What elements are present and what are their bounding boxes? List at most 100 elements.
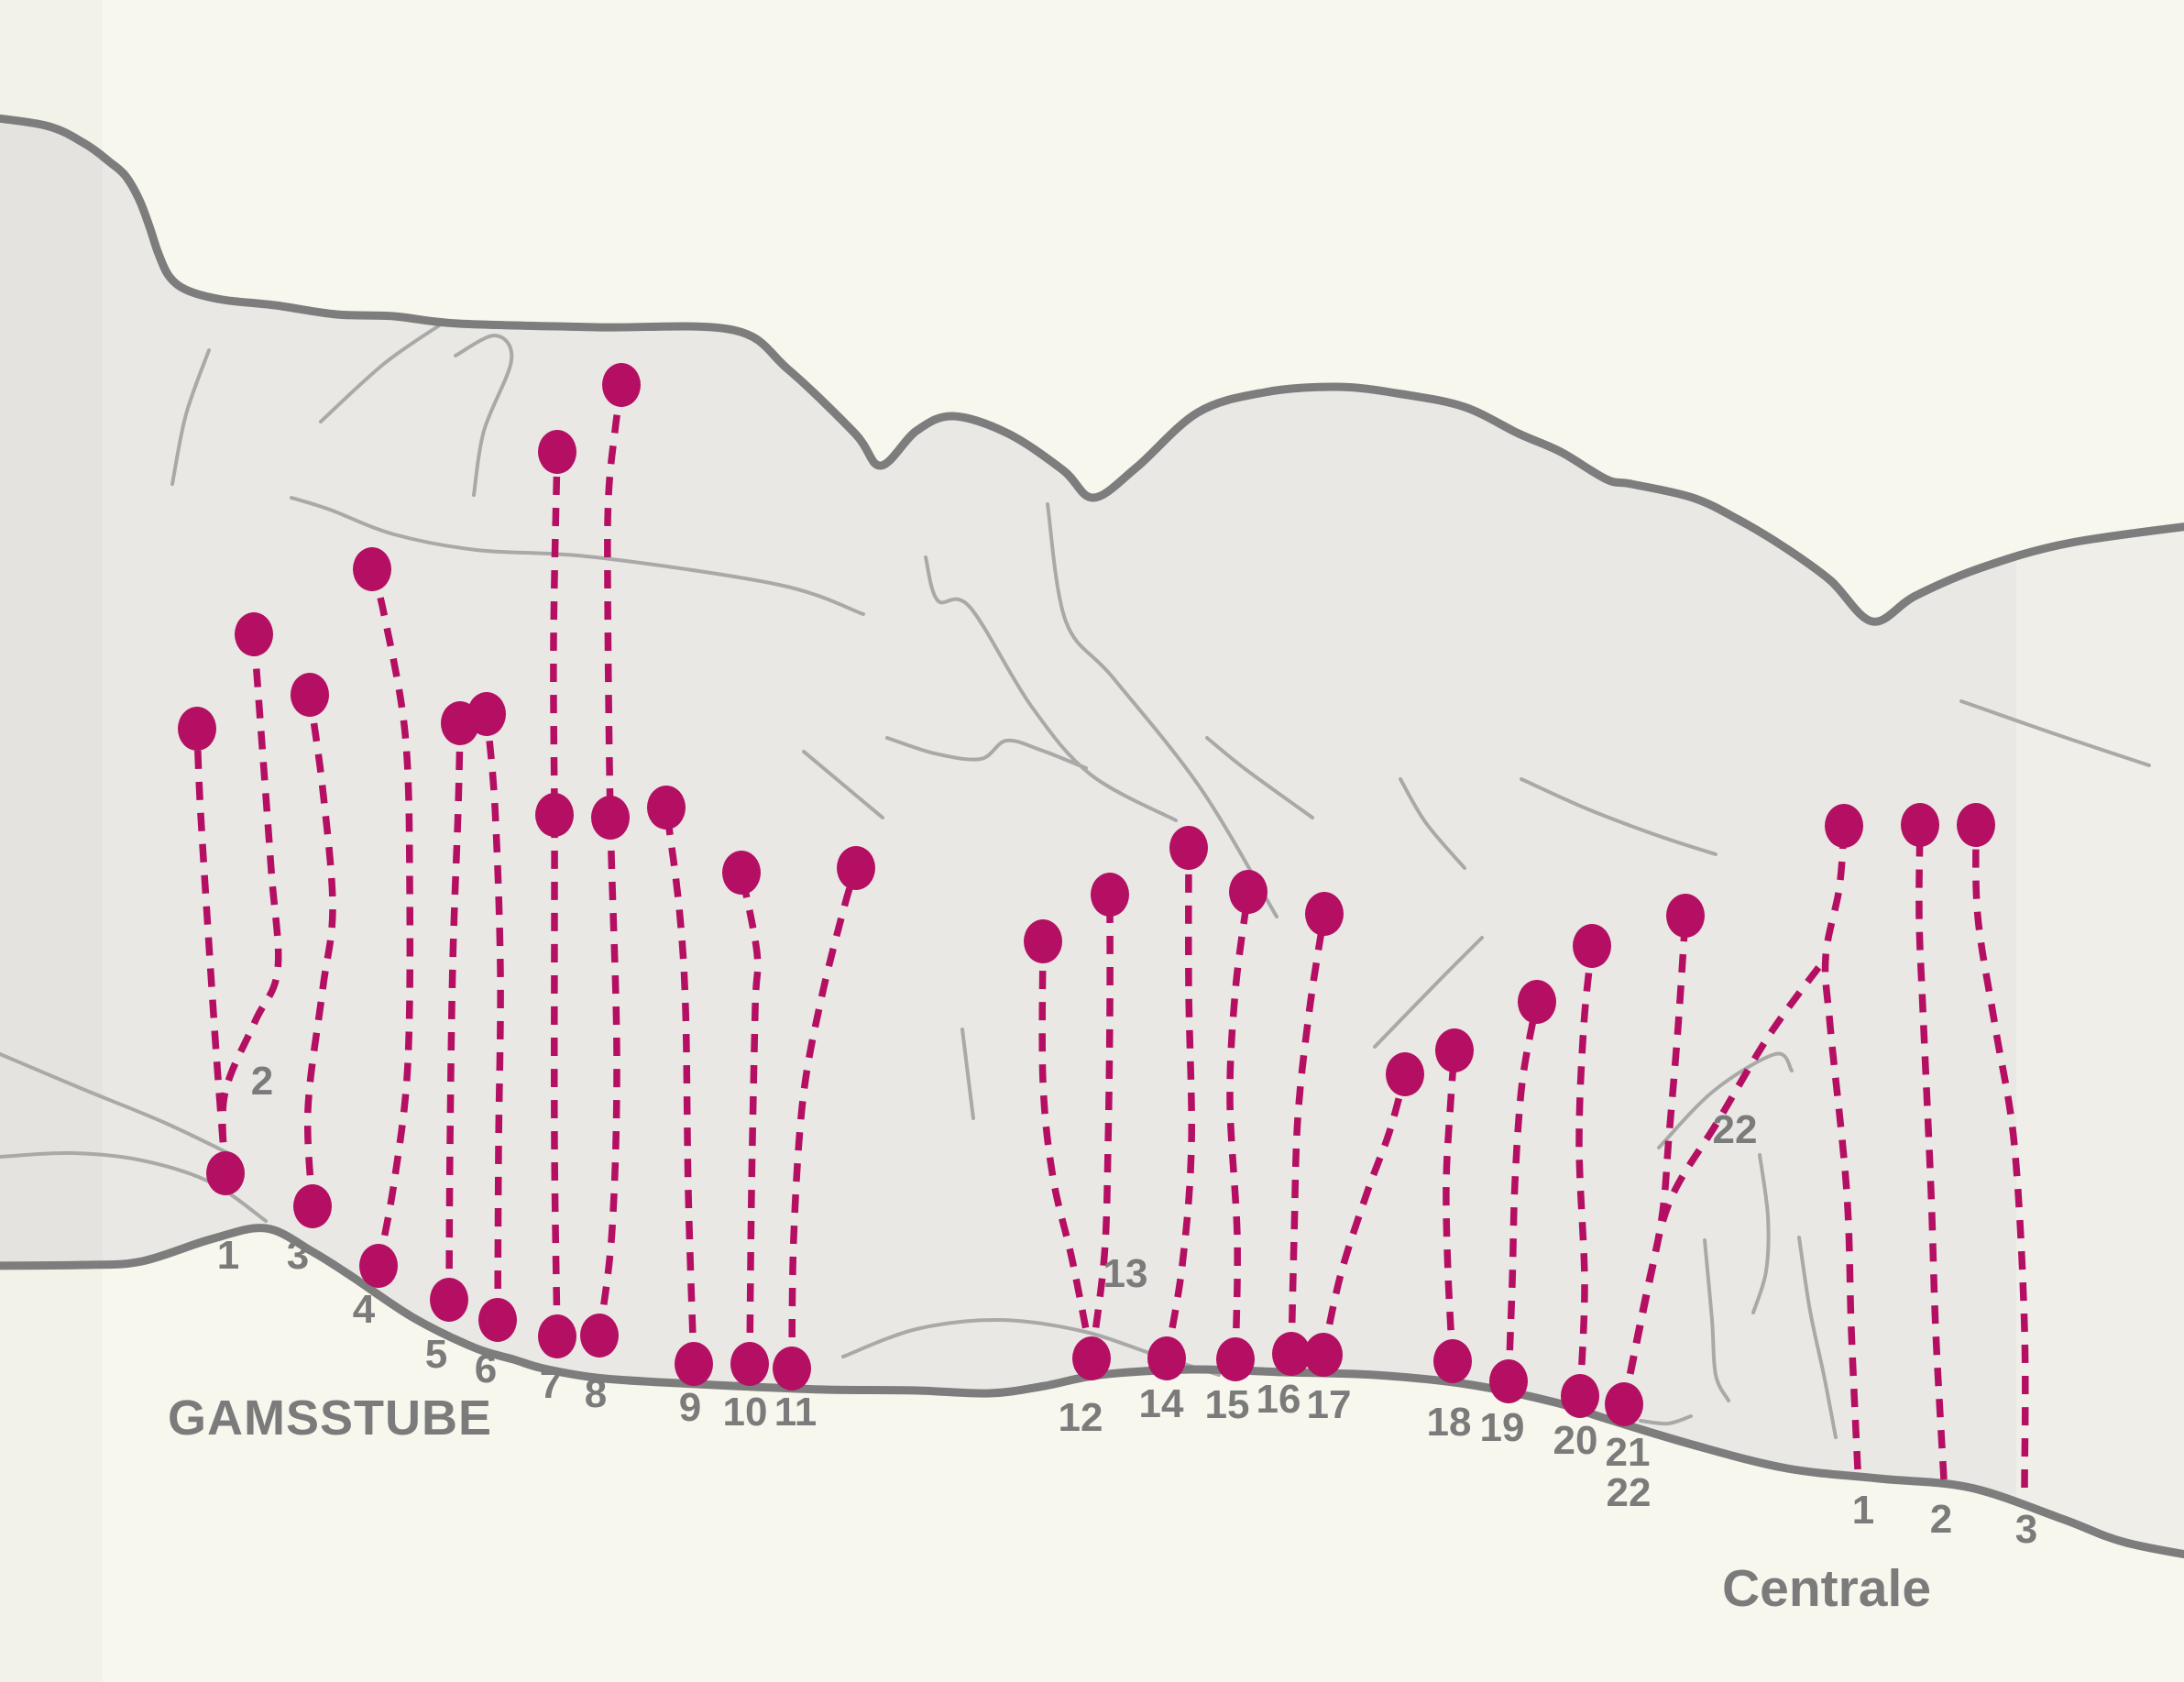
route-gamsstube-16: 16 (1257, 892, 1344, 1422)
route-gamsstube-6: 6 (467, 692, 517, 1391)
route-number-label: 8 (585, 1371, 607, 1416)
route-number-label: 22 (1713, 1107, 1758, 1152)
route-number-label: 3 (2015, 1507, 2037, 1552)
route-anchor-dot (178, 707, 216, 751)
rock-feature-line (1373, 936, 1484, 1049)
route-anchor-dot (1825, 804, 1863, 848)
route-number-label: 7 (540, 1362, 562, 1407)
route-number-label: 15 (1205, 1382, 1250, 1427)
route-line (788, 866, 860, 1369)
route-anchor-dot (1433, 1339, 1472, 1383)
route-anchor-dot (1386, 1052, 1424, 1096)
cliff-top-edge (0, 114, 2184, 626)
rock-feature-lines (0, 319, 2151, 1439)
route-anchor-dot (1305, 892, 1344, 936)
route-anchor-dot (647, 786, 686, 830)
route-line (1088, 894, 1114, 1359)
route-line (1505, 1001, 1541, 1382)
route-line (1620, 954, 1830, 1405)
route-centrale-2: 2 (1901, 803, 1952, 1542)
route-anchor-dot (773, 1347, 811, 1391)
rock-feature-line (454, 334, 514, 497)
route-number-label: 6 (475, 1347, 497, 1391)
route-anchor-dot (467, 692, 506, 736)
route-gamsstube-12: 12 (1024, 919, 1111, 1440)
route-anchor-dot (478, 1298, 517, 1342)
route-line (1288, 913, 1328, 1355)
route-gamsstube-1: 1 (178, 707, 245, 1278)
route-gamsstube-7: 7 (535, 430, 576, 1407)
rock-feature-line (885, 736, 1088, 770)
route-number-label: 1 (217, 1233, 239, 1278)
sector-title-centrale: Centrale (1721, 1559, 1932, 1618)
route-number-label: 11 (774, 1390, 818, 1435)
route-gamsstube-3: 3 (287, 673, 336, 1278)
route-line (1821, 825, 1861, 1470)
route-anchor-dot (1272, 1332, 1311, 1376)
route-line (219, 633, 282, 1174)
shading-band-right (2016, 513, 2184, 1567)
rock-feature-line (1639, 1414, 1693, 1426)
route-anchor-dot (730, 1342, 769, 1386)
route-line (1226, 891, 1252, 1360)
route-anchor-dot (353, 547, 391, 591)
route-number-label: 22 (1607, 1470, 1652, 1515)
rock-feature-line (170, 348, 211, 486)
route-anchor-dot (602, 363, 641, 407)
route-gamsstube-9: 9 (647, 786, 713, 1430)
route-gamsstube-10: 10 (722, 851, 769, 1435)
route-line (303, 694, 336, 1207)
route-anchor-dot (293, 1184, 332, 1228)
route-number-label: 20 (1553, 1418, 1598, 1463)
route-gamsstube-18: 18 (1427, 1028, 1474, 1445)
route-anchor-dot (538, 430, 576, 474)
route-anchor-dot (430, 1278, 468, 1322)
route-anchor-dot (1147, 1336, 1186, 1380)
route-anchor-dot (1216, 1337, 1255, 1381)
route-anchor-dot (1518, 980, 1556, 1024)
route-line (1163, 847, 1195, 1359)
route-gamsstube-20: 20 (1553, 924, 1611, 1463)
route-anchor-dot (1561, 1374, 1599, 1418)
route-line (1320, 1073, 1409, 1356)
route-line (738, 872, 762, 1365)
route-number-label: 21 (1606, 1430, 1651, 1475)
route-number-label: 1 (1852, 1488, 1874, 1533)
rock-feature-line (1797, 1236, 1838, 1439)
cliff-base-line (0, 1224, 2184, 1559)
rock-feature-line (1751, 1153, 1771, 1314)
route-anchor-dot (675, 1342, 713, 1386)
route-line (1915, 824, 1948, 1480)
route-anchor-dot (359, 1244, 398, 1288)
route-line (663, 807, 697, 1365)
route-anchor-dot (291, 673, 329, 717)
route-number-label: 16 (1257, 1377, 1301, 1422)
route-anchor-dot (1229, 870, 1268, 914)
rock-feature-line (960, 1028, 975, 1120)
route-line (550, 451, 561, 1337)
route-gamsstube-8: 8 (580, 363, 641, 1416)
route-number-label: 5 (425, 1332, 447, 1377)
route-gamsstube-11: 11 (773, 846, 875, 1435)
route-number-label: 10 (723, 1390, 768, 1435)
route-line (445, 722, 464, 1301)
rock-feature-line (290, 496, 865, 616)
route-number-label: 17 (1307, 1382, 1352, 1427)
route-anchor-dot (580, 1314, 619, 1358)
cliff-face (0, 118, 2184, 1555)
route-gamsstube-15: 15 (1205, 870, 1268, 1427)
route-anchor-dot (1304, 1333, 1343, 1377)
route-line (1575, 945, 1596, 1397)
rock-feature-line (1520, 777, 1718, 856)
route-number-label: 2 (251, 1059, 273, 1104)
route-line (483, 713, 504, 1321)
route-anchor-dot (1091, 873, 1129, 917)
route-number-label: 12 (1059, 1395, 1103, 1440)
route-number-label: 9 (679, 1385, 701, 1430)
rock-feature-line (1657, 1051, 1794, 1149)
rock-feature-line (0, 1052, 237, 1159)
route-number-label: 2 (1930, 1497, 1952, 1542)
shading-band-left (0, 0, 103, 1682)
route-anchor-dot (1489, 1359, 1528, 1403)
